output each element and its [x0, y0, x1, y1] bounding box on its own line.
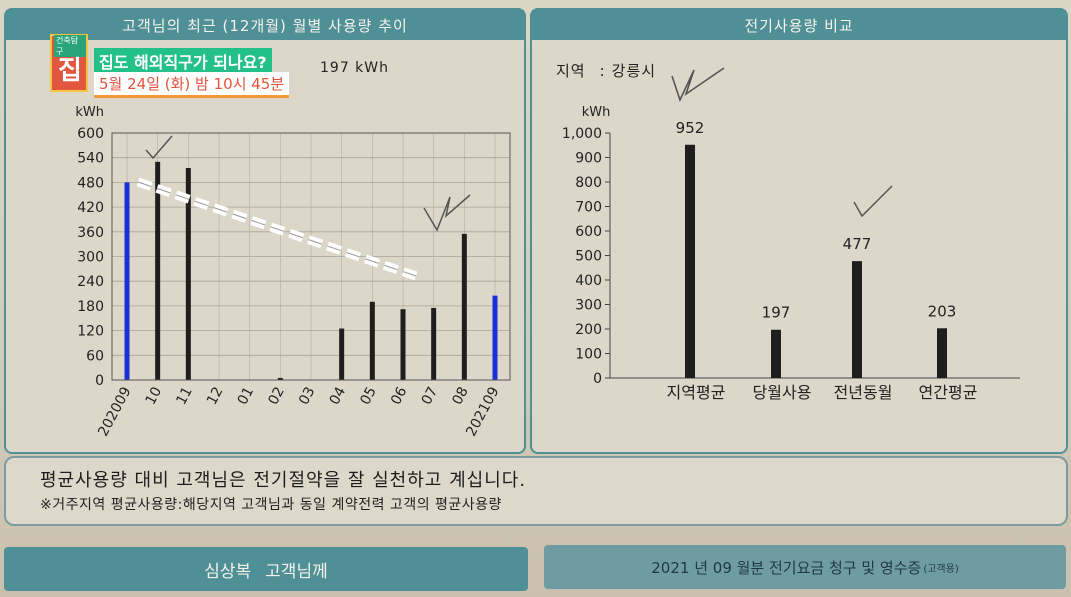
show-logo: 건축탐구 집 [50, 34, 88, 92]
usage-comparison-panel: 전기사용량 비교 [530, 8, 1068, 454]
region-value: 강릉시 [611, 62, 657, 80]
usage-message-box: 평균사용량 대비 고객님은 전기절약을 잘 실천하고 계십니다. ※거주지역 평… [4, 456, 1068, 526]
overlay-title: 집도 해외직구가 되나요? [94, 48, 272, 74]
current-usage-value: 197 kWh [320, 60, 389, 76]
customer-suffix: 고객님께 [265, 561, 328, 582]
show-logo-label: 건축탐구 [54, 35, 86, 57]
usage-comparison-title: 전기사용량 비교 [532, 10, 1066, 40]
region-line: 지역: 강릉시 [556, 60, 656, 81]
show-logo-glyph: 집 [58, 56, 82, 86]
region-colon: : [599, 62, 606, 80]
overlay-date: 5월 24일 (화) 밤 10시 45분 [94, 72, 290, 98]
bill-title: 2021 년 09 월분 전기요금 청구 및 영수증 [651, 558, 922, 577]
monthly-usage-title: 고객님의 최근 (12개월) 월별 사용량 추이 [6, 10, 524, 40]
usage-footnote: ※거주지역 평균사용량:해당지역 고객님과 동일 계약전력 고객의 평균사용량 [40, 497, 502, 513]
bill-title-bar: 2021 년 09 월분 전기요금 청구 및 영수증 (고객용) [544, 545, 1066, 589]
bill-tag: (고객용) [923, 563, 959, 575]
customer-name: 심상복 [204, 561, 252, 582]
customer-name-bar: 심상복 고객님께 [4, 547, 528, 591]
region-label: 지역 [556, 62, 586, 80]
usage-message: 평균사용량 대비 고객님은 전기절약을 잘 실천하고 계십니다. [40, 470, 527, 491]
